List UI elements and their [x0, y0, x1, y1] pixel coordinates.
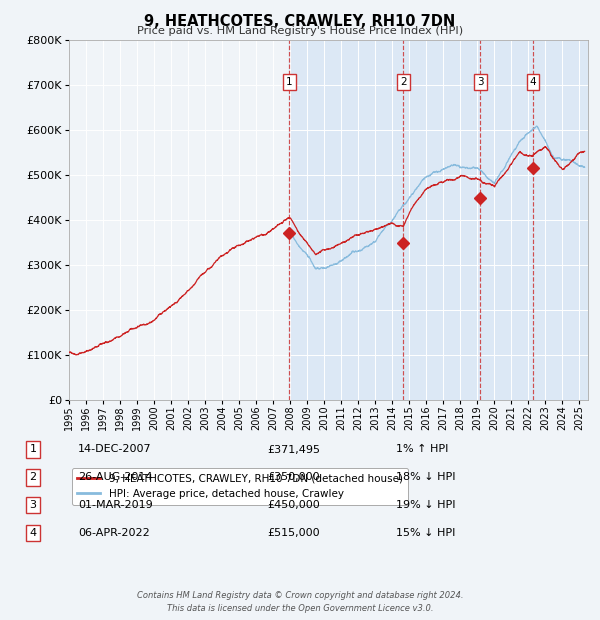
Text: £515,000: £515,000 — [267, 528, 320, 538]
Text: 18% ↓ HPI: 18% ↓ HPI — [396, 472, 455, 482]
Text: 3: 3 — [477, 77, 484, 87]
Text: £371,495: £371,495 — [267, 445, 320, 454]
Text: 1: 1 — [286, 77, 293, 87]
Text: 4: 4 — [530, 77, 536, 87]
Text: 1% ↑ HPI: 1% ↑ HPI — [396, 445, 448, 454]
Text: £450,000: £450,000 — [267, 500, 320, 510]
Text: 06-APR-2022: 06-APR-2022 — [78, 528, 150, 538]
Bar — [289, 40, 588, 400]
Text: 4: 4 — [29, 528, 37, 538]
Text: 15% ↓ HPI: 15% ↓ HPI — [396, 528, 455, 538]
Text: 2: 2 — [29, 472, 37, 482]
Text: 3: 3 — [29, 500, 37, 510]
Text: 9, HEATHCOTES, CRAWLEY, RH10 7DN: 9, HEATHCOTES, CRAWLEY, RH10 7DN — [145, 14, 455, 29]
Text: 26-AUG-2014: 26-AUG-2014 — [78, 472, 152, 482]
Text: 14-DEC-2007: 14-DEC-2007 — [78, 445, 152, 454]
Legend: 9, HEATHCOTES, CRAWLEY, RH10 7DN (detached house), HPI: Average price, detached : 9, HEATHCOTES, CRAWLEY, RH10 7DN (detach… — [71, 468, 409, 505]
Text: 01-MAR-2019: 01-MAR-2019 — [78, 500, 153, 510]
Text: 2: 2 — [400, 77, 407, 87]
Text: 19% ↓ HPI: 19% ↓ HPI — [396, 500, 455, 510]
Text: £350,000: £350,000 — [267, 472, 320, 482]
Text: Price paid vs. HM Land Registry's House Price Index (HPI): Price paid vs. HM Land Registry's House … — [137, 26, 463, 36]
Text: Contains HM Land Registry data © Crown copyright and database right 2024.
This d: Contains HM Land Registry data © Crown c… — [137, 591, 463, 613]
Text: 1: 1 — [29, 445, 37, 454]
